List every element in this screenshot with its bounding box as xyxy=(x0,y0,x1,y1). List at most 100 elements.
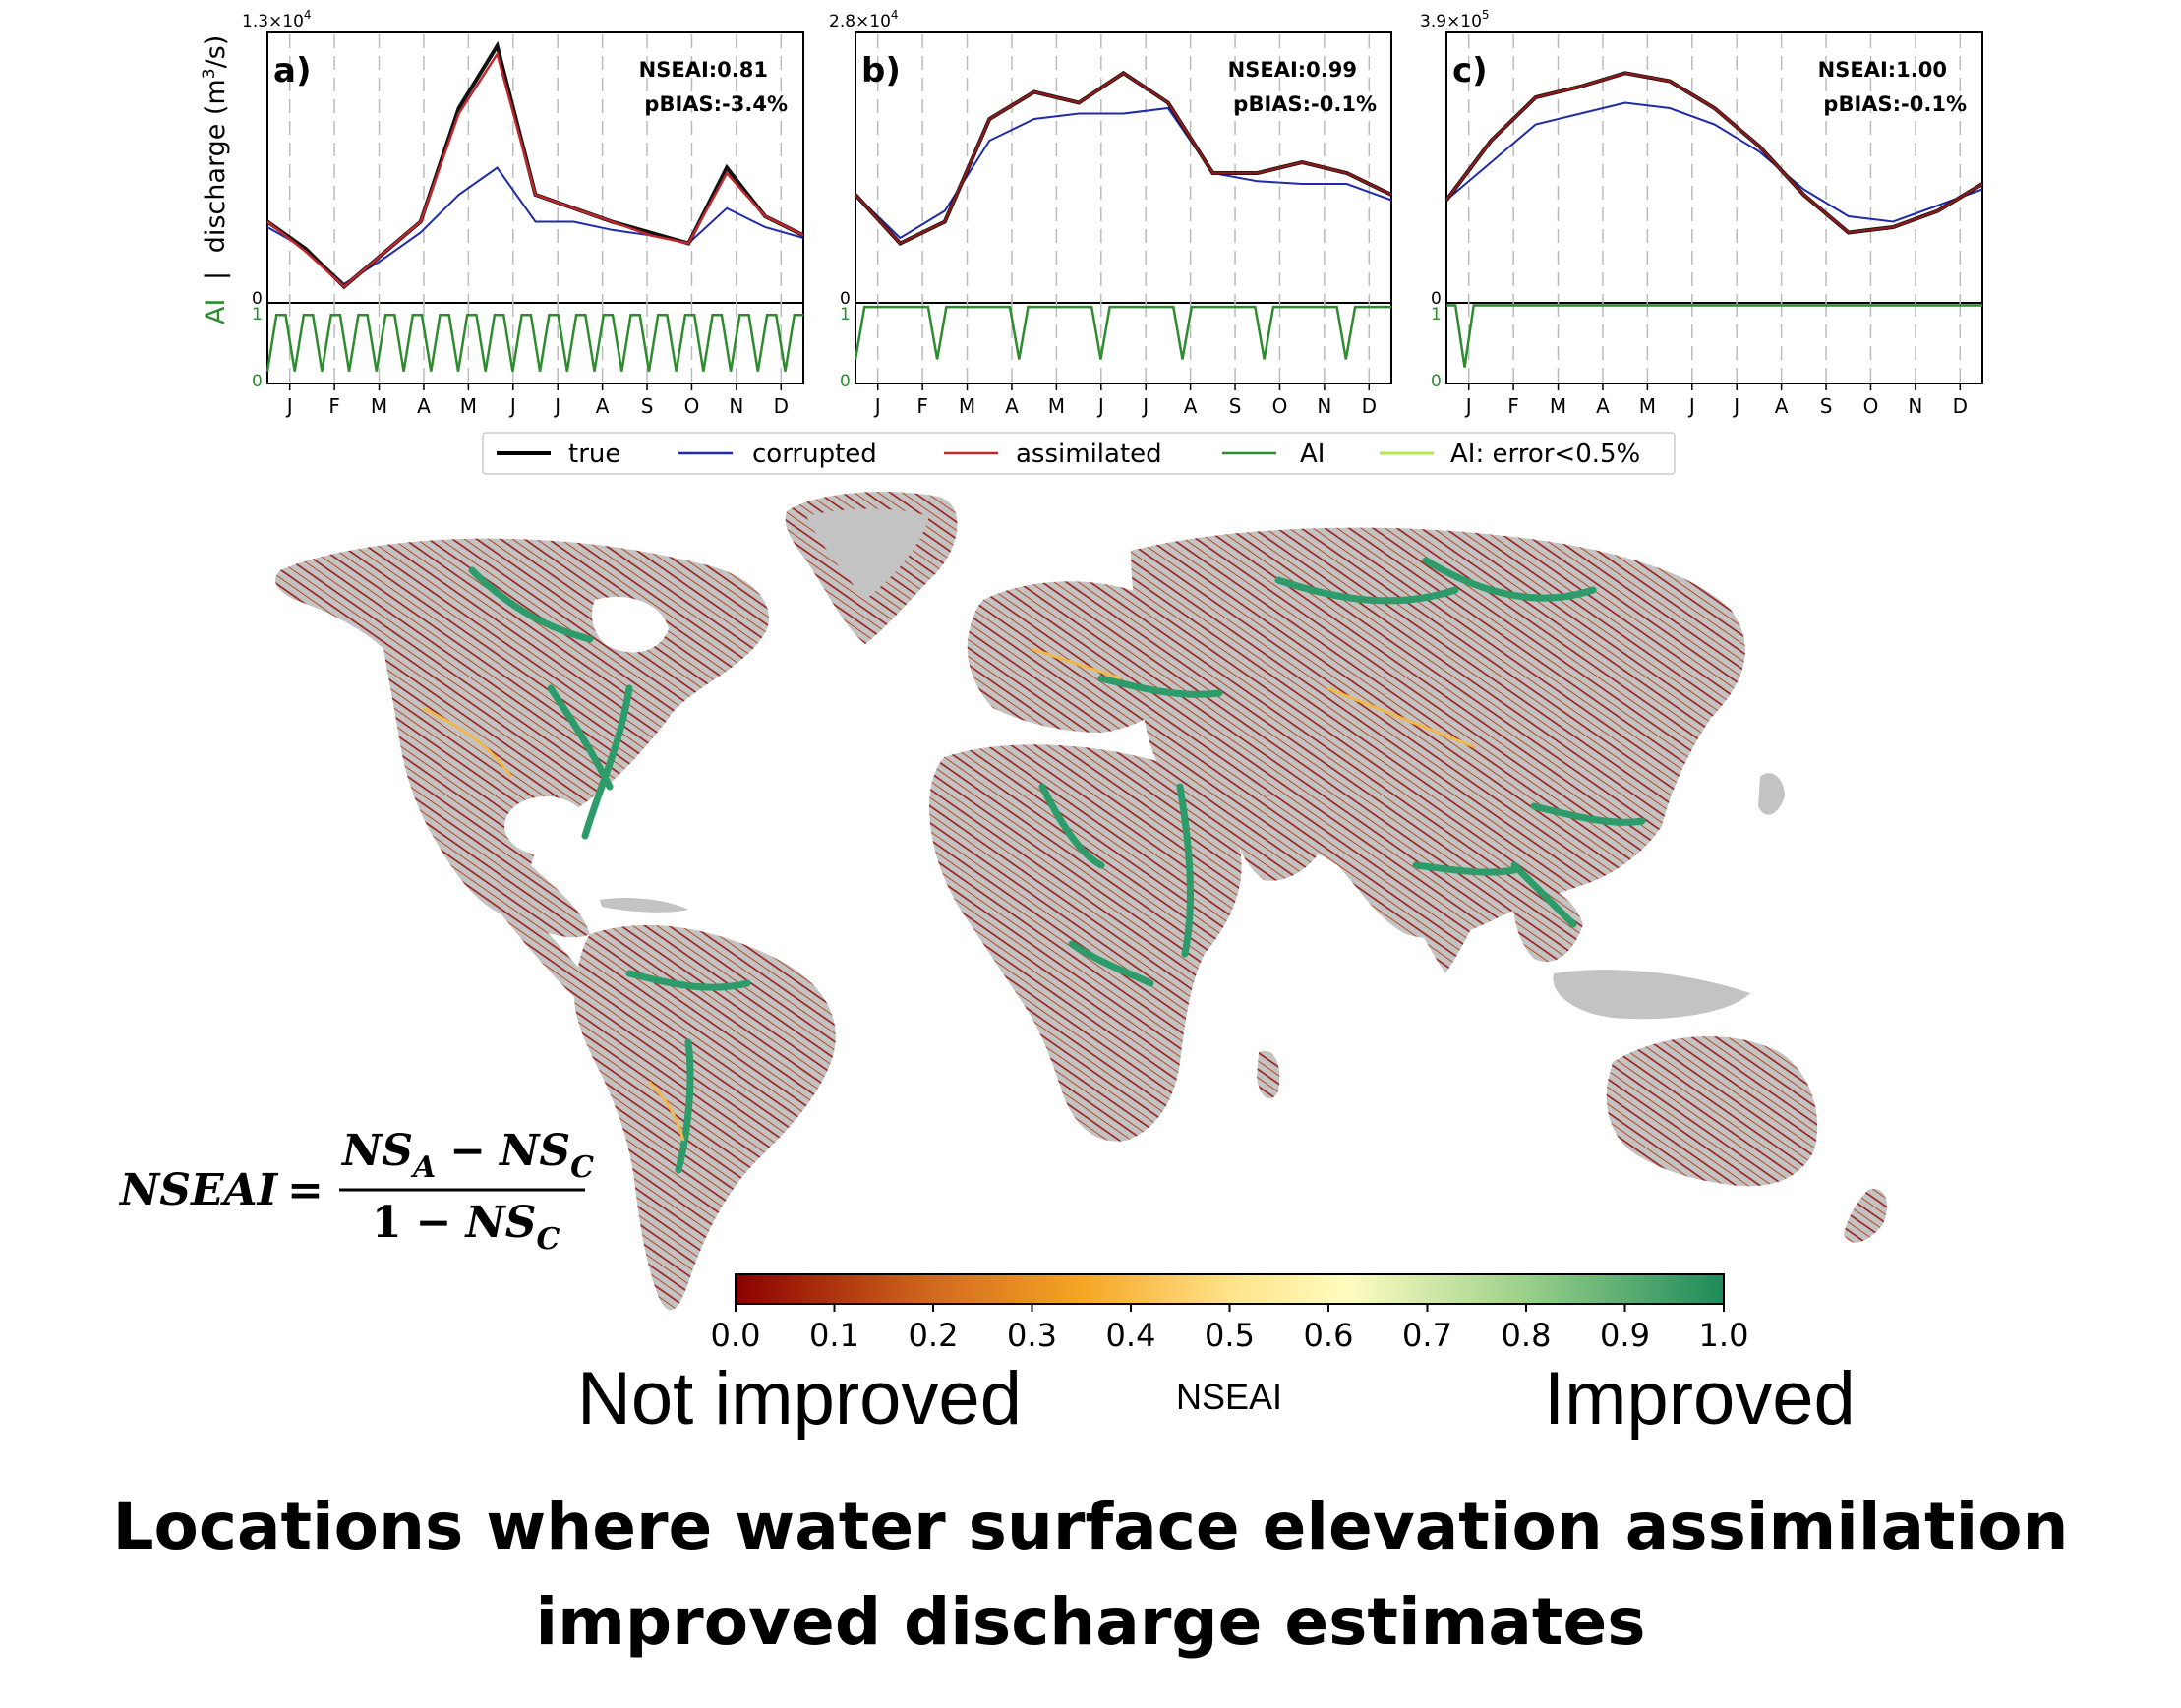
colorbar-ticks: 0.0 0.1 0.2 0.3 0.4 0.5 0.6 0.7 0.8 0.9 1.0 xyxy=(711,1304,1748,1354)
map-improved-rivers xyxy=(468,557,1646,1174)
month-tick-label: N xyxy=(729,394,743,418)
panel-b-nseai: NSEAI:0.99 xyxy=(1228,58,1357,82)
river-niger xyxy=(1038,783,1105,869)
month-tick-label: M xyxy=(371,394,387,418)
panel-c-ai-series xyxy=(1446,304,1982,368)
map-south-america xyxy=(574,924,836,1311)
month-tick-label: J xyxy=(1096,394,1104,418)
panel-a-nseai: NSEAI:0.81 xyxy=(639,58,768,82)
month-tick-label: J xyxy=(873,394,881,418)
month-tick-label: M xyxy=(959,394,975,418)
panel-a-assimilated-line xyxy=(266,50,804,289)
panel-c: 3.9×105 0 c) NSEAI:1.00 pBIAS:-0.1% 1 0 … xyxy=(1420,8,1984,418)
map-hudson-bay xyxy=(592,596,669,653)
panel-a-ai-one: 1 xyxy=(252,305,263,324)
river-yenisei xyxy=(1422,557,1597,602)
map-madagascar xyxy=(1257,1051,1280,1099)
panel-a-ai-zero: 0 xyxy=(252,372,263,391)
colorbar-gradient xyxy=(735,1273,1725,1305)
panel-a-discharge-frame xyxy=(266,31,804,304)
colorbar-axis-label: NSEAI xyxy=(1176,1377,1282,1417)
river-ob xyxy=(1274,576,1459,605)
map-gulf-of-mexico xyxy=(504,796,587,855)
panel-b-corrupted-line xyxy=(855,106,1392,240)
map-greenland-ice xyxy=(806,508,929,600)
colorbar-tick-label: 0.5 xyxy=(1205,1317,1255,1354)
legend: true corrupted assimilated AI AI: error<… xyxy=(482,432,1676,475)
y-axis-label: AI | discharge (m3/s) xyxy=(200,35,231,324)
panel-c-gridlines xyxy=(1467,34,1962,383)
month-tick-label: D xyxy=(1362,394,1377,418)
panel-a-pbias: pBIAS:-3.4% xyxy=(644,92,788,116)
colorbar: 0.0 0.1 0.2 0.3 0.4 0.5 0.6 0.7 0.8 0.9 1.0 xyxy=(711,1273,1748,1354)
colorbar-tick-label: 0.1 xyxy=(809,1317,859,1354)
map-north-america xyxy=(275,538,769,938)
river-mekong xyxy=(1510,861,1577,928)
colorbar-tick-label: 0.8 xyxy=(1502,1317,1552,1354)
river-volga xyxy=(1097,675,1223,698)
map-warm-accents xyxy=(422,647,1476,1142)
colorbar-tick-label: 0.6 xyxy=(1304,1317,1354,1354)
month-tick-label: M xyxy=(1639,394,1656,418)
panel-b-ai-series xyxy=(854,305,1391,360)
panel-c-discharge-frame xyxy=(1445,31,1983,304)
month-tick-label: A xyxy=(417,394,431,418)
map-arabia xyxy=(1229,787,1327,881)
colorbar-tick-label: 0.7 xyxy=(1402,1317,1452,1354)
panel-c-yzero: 0 xyxy=(1431,289,1442,309)
month-tick-label: J xyxy=(1141,394,1149,418)
map-caribbean xyxy=(600,898,688,913)
month-tick-label: N xyxy=(1908,394,1922,418)
panel-a: 1.3×104 0 a) NSEAI:0.81 pBIAS:-3.4% 1 0 … xyxy=(242,8,804,418)
panel-c-corrupted-line xyxy=(1445,101,1983,223)
panel-c-ai-one: 1 xyxy=(1431,305,1442,324)
river-ganges xyxy=(1412,861,1518,876)
panel-a-ymax: 1.3×104 xyxy=(242,8,312,31)
month-tick-label: A xyxy=(1596,394,1610,418)
panel-c-pbias: pBIAS:-0.1% xyxy=(1823,92,1967,116)
map-australia xyxy=(1606,1035,1818,1187)
map-southeast-asia xyxy=(1512,884,1583,963)
map-europe xyxy=(967,581,1183,733)
panel-b-pbias: pBIAS:-0.1% xyxy=(1233,92,1377,116)
colorbar-tick-label: 0.9 xyxy=(1600,1317,1650,1354)
colorbar-tick-label: 0.2 xyxy=(909,1317,959,1354)
month-tick-label: S xyxy=(1820,394,1833,418)
month-tick-label: M xyxy=(460,394,477,418)
month-tick-label: N xyxy=(1317,394,1331,418)
panel-b-ai-zero: 0 xyxy=(840,372,851,391)
panel-b-ai-frame xyxy=(855,302,1392,384)
month-tick-label: D xyxy=(1953,394,1968,418)
caption-line-2: improved discharge estimates xyxy=(536,1584,1646,1660)
river-congo xyxy=(1068,940,1154,987)
month-tick-label: J xyxy=(1687,394,1695,418)
month-tick-label: J xyxy=(285,394,293,418)
month-tick-label: M xyxy=(1048,394,1065,418)
month-tick-label: F xyxy=(328,394,340,418)
month-tick-label: M xyxy=(1550,394,1566,418)
month-tick-label: A xyxy=(1005,394,1019,418)
panel-b: 2.8×104 0 b) NSEAI:0.99 pBIAS:-0.1% 1 0 … xyxy=(829,8,1392,418)
colorbar-tick-label: 0.3 xyxy=(1007,1317,1057,1354)
legend-label-true: true xyxy=(568,440,620,469)
nseai-formula: NSEAI = NSA − NSC 1− NSC xyxy=(118,1126,594,1257)
river-amazon xyxy=(625,970,751,991)
river-yangtze xyxy=(1530,802,1646,826)
formula-numerator: NSA − NSC xyxy=(340,1126,594,1185)
panel-c-label: c) xyxy=(1452,51,1488,90)
improved-label: Improved xyxy=(1544,1357,1856,1441)
river-parana xyxy=(675,1038,694,1174)
month-tick-label: A xyxy=(1184,394,1198,418)
map-africa xyxy=(929,744,1242,1142)
river-mississippi xyxy=(581,684,633,840)
legend-box xyxy=(482,432,1676,475)
panel-b-yzero: 0 xyxy=(840,289,851,309)
panel-a-ai-series xyxy=(265,314,803,372)
map-japan xyxy=(1758,773,1785,815)
month-tick-label: A xyxy=(1775,394,1789,418)
river-mackenzie xyxy=(468,566,594,643)
legend-label-ai: AI xyxy=(1300,440,1325,469)
